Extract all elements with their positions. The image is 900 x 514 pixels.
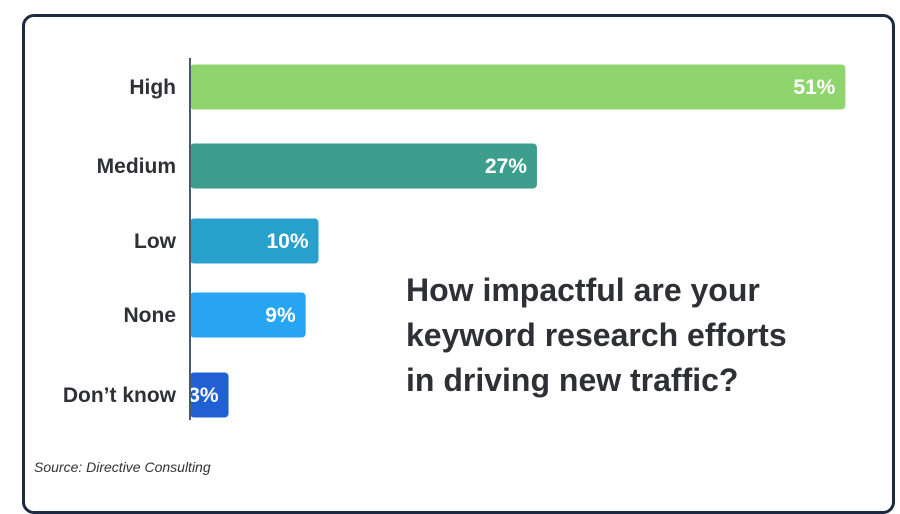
value-label-medium: 27%	[485, 155, 527, 178]
bar-low	[190, 218, 319, 264]
chart-title-line-3: in driving new traffic?	[406, 362, 739, 398]
category-label-low: Low	[134, 230, 177, 253]
bar-high	[190, 64, 846, 110]
value-label-low: 10%	[266, 230, 308, 253]
category-label-none: None	[124, 304, 177, 327]
source-note: Source: Directive Consulting	[34, 459, 211, 475]
bar-don-t-know	[190, 372, 229, 418]
bars-group: High 51% Medium 27% Low 10% None 9% Don’t know 3%	[63, 64, 846, 418]
category-label-high: High	[129, 76, 176, 99]
value-label-don-t-know: 3%	[188, 384, 219, 407]
bar-none	[190, 292, 306, 338]
bar-medium	[190, 143, 537, 189]
bar-chart: High 51% Medium 27% Low 10% None 9% Don’t know 3%	[63, 58, 846, 420]
value-label-high: 51%	[793, 76, 835, 99]
chart-title: How impactful are your keyword research …	[406, 268, 876, 403]
chart-title-line-1: How impactful are your	[406, 272, 760, 308]
category-label-don-t-know: Don’t know	[63, 384, 177, 407]
chart-title-line-2: keyword research efforts	[406, 317, 787, 353]
value-label-none: 9%	[265, 304, 296, 327]
category-label-medium: Medium	[97, 155, 176, 178]
